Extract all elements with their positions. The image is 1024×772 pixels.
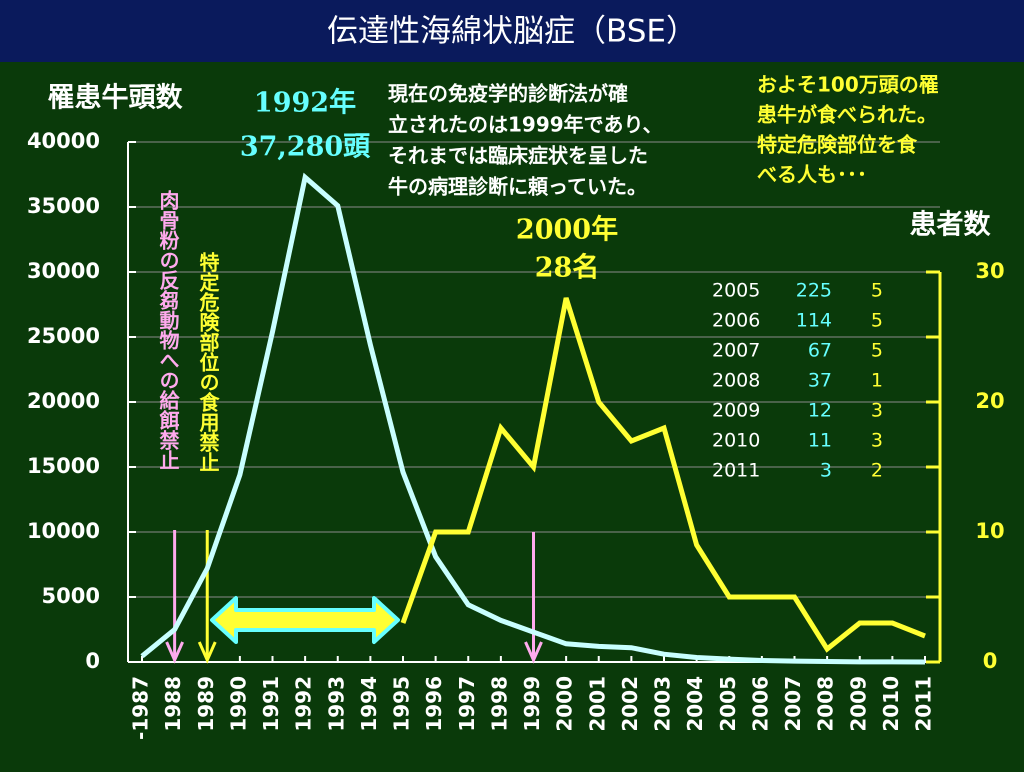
title-bar xyxy=(0,0,1024,62)
y-tick-label: 40000 xyxy=(27,129,100,153)
x-tick-label: 2008 xyxy=(814,676,838,732)
table-year: 2008 xyxy=(712,370,760,392)
srm-ban-label: 特定危険部位の食用禁止 xyxy=(196,251,220,472)
arrow-head xyxy=(165,641,184,664)
diagnosis-note-line: 牛の病理診断に頼っていた。 xyxy=(388,175,647,199)
x-tick-label: 1995 xyxy=(390,676,414,732)
x-tick-label: 1996 xyxy=(422,676,446,732)
y2-tick-label: 30 xyxy=(975,259,1004,283)
peak-patients-line: 2000年 xyxy=(516,214,618,246)
series-line xyxy=(400,297,926,653)
peak-cattle-line: 1992年 xyxy=(254,87,356,119)
table-cattle: 37 xyxy=(808,370,832,392)
consumption-note-line: 患牛が食べられた。 xyxy=(757,103,937,127)
table-cattle: 11 xyxy=(808,430,832,452)
x-tick-label: 2005 xyxy=(716,676,740,732)
x-tick-label: 1991 xyxy=(259,676,283,732)
x-tick-label: 1998 xyxy=(487,676,511,732)
x-tick-label: 2006 xyxy=(748,676,772,732)
series-line xyxy=(140,172,926,665)
table-cattle: 12 xyxy=(808,400,832,422)
arrow-head xyxy=(197,641,217,664)
x-tick-label: 2009 xyxy=(846,676,870,732)
table-year: 2007 xyxy=(712,340,760,362)
chart-title: 伝達性海綿状脳症（BSE） xyxy=(327,14,697,50)
y-tick-label: 25000 xyxy=(27,324,100,348)
y-tick-label: 20000 xyxy=(27,389,100,413)
consumption-note-line: およそ100万頭の罹 xyxy=(757,73,939,97)
x-tick-label: -1987 xyxy=(129,676,153,740)
x-tick-label: 1993 xyxy=(324,676,348,732)
table-patients: 3 xyxy=(871,430,883,452)
x-tick-label: 2007 xyxy=(781,676,805,732)
table-cattle: 114 xyxy=(796,310,832,332)
y-tick-label: 15000 xyxy=(27,454,100,478)
y-tick-label: 35000 xyxy=(27,194,100,218)
y2-tick-label: 0 xyxy=(983,649,998,673)
table-year: 2011 xyxy=(712,460,760,482)
diagnosis-note-line: 現在の免疫学的診断法が確 xyxy=(388,82,628,106)
y-tick-label: 30000 xyxy=(27,259,100,283)
diagnosis-note-line: それまでは臨床症状を呈した xyxy=(388,144,648,168)
x-tick-label: 1997 xyxy=(455,676,479,732)
table-year: 2005 xyxy=(712,280,760,302)
consumption-note-line: 特定危険部位を食 xyxy=(757,133,918,157)
consumption-note-line: べる人も･･･ xyxy=(757,163,867,187)
y2-axis-label: 患者数 xyxy=(910,210,992,241)
x-tick-label: 1988 xyxy=(161,676,185,732)
peak-patients-line: 28名 xyxy=(535,252,600,284)
table-cattle: 67 xyxy=(808,340,832,362)
x-tick-label: 2003 xyxy=(651,676,675,732)
x-tick-label: 2011 xyxy=(912,676,936,732)
arrow-head xyxy=(524,641,543,664)
y2-tick-label: 20 xyxy=(975,389,1004,413)
x-tick-label: 2001 xyxy=(585,676,609,732)
table-patients: 5 xyxy=(871,310,883,332)
table-cattle: 225 xyxy=(796,280,832,302)
table-patients: 1 xyxy=(871,370,883,392)
table-cattle: 3 xyxy=(820,460,832,482)
table-patients: 2 xyxy=(871,460,883,482)
table-year: 2006 xyxy=(712,310,760,332)
y-axis-label: 罹患牛頭数 xyxy=(48,83,184,114)
peak-cattle-line: 37,280頭 xyxy=(240,132,371,163)
table-year: 2009 xyxy=(712,400,760,422)
y2-tick-label: 10 xyxy=(975,519,1004,543)
x-tick-label: 2010 xyxy=(879,676,903,732)
feed-ban-label: 肉骨粉の反芻動物への給餌禁止 xyxy=(156,190,180,470)
y-tick-label: 0 xyxy=(85,649,100,673)
diagnosis-note-line: 立されたのは1999年であり、 xyxy=(388,113,663,137)
table-year: 2010 xyxy=(712,430,760,452)
x-tick-label: 2002 xyxy=(618,676,642,732)
x-tick-label: 2004 xyxy=(683,676,707,732)
table-patients: 5 xyxy=(871,340,883,362)
x-tick-label: 1992 xyxy=(292,676,316,732)
x-tick-label: 2000 xyxy=(553,676,577,732)
double-arrow xyxy=(210,596,400,644)
y-tick-label: 10000 xyxy=(27,519,100,543)
table-patients: 5 xyxy=(871,280,883,302)
x-tick-label: 1989 xyxy=(194,676,218,732)
x-tick-label: 1990 xyxy=(226,676,250,732)
table-patients: 3 xyxy=(871,400,883,422)
x-tick-label: 1999 xyxy=(520,676,544,732)
x-tick-label: 1994 xyxy=(357,676,381,732)
y-tick-label: 5000 xyxy=(42,584,100,608)
